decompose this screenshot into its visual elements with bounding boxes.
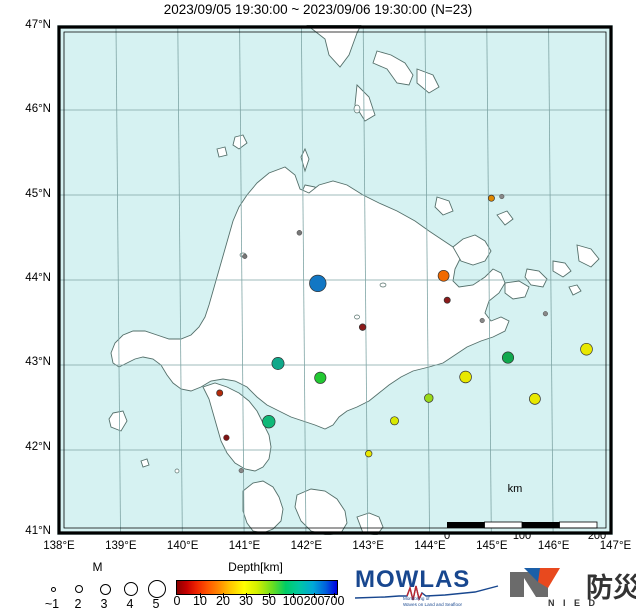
epicenter-marker[interactable] bbox=[542, 311, 548, 317]
depth-legend-tick bbox=[223, 593, 224, 598]
depth-legend: Depth[km] 0 10 20 30 50 100 200 700 bbox=[168, 560, 345, 611]
depth-legend-tick bbox=[293, 593, 294, 598]
magnitude-legend: M ~1 2 3 4 5 bbox=[30, 560, 166, 611]
scale-bar bbox=[447, 521, 598, 529]
epicenter-marker[interactable] bbox=[580, 342, 593, 356]
epicenter-marker[interactable] bbox=[296, 230, 303, 236]
nied-japanese-name: 防災科研 bbox=[586, 573, 636, 604]
epicenter-marker[interactable] bbox=[443, 296, 451, 304]
depth-legend-tick bbox=[246, 593, 247, 598]
map-svg bbox=[57, 25, 613, 535]
y-tick-46n: 46°N bbox=[25, 103, 51, 116]
graticule-grid bbox=[59, 26, 611, 534]
epicenter-marker[interactable] bbox=[424, 393, 434, 403]
epicenter-marker[interactable] bbox=[271, 357, 285, 370]
epicenter-marker[interactable] bbox=[479, 318, 485, 324]
y-tick-43n: 43°N bbox=[25, 356, 51, 369]
depth-legend-label: 700 bbox=[323, 594, 345, 608]
scalebar-tick-100: 100 bbox=[512, 530, 532, 542]
x-tick-147e: 147°E bbox=[599, 540, 632, 552]
depth-legend-tick bbox=[200, 593, 201, 598]
nied-wordmark: N I E D bbox=[548, 598, 599, 608]
mowlas-logo: MOWLAS Monitoring of Waves on Land and S… bbox=[355, 566, 500, 608]
mowlas-tagline: Monitoring of Waves on Land and Seafloor bbox=[403, 596, 462, 607]
map-canvas[interactable]: km 0 100 200 bbox=[57, 25, 613, 542]
depth-legend-label: 100 bbox=[282, 594, 304, 608]
scalebar-unit: km bbox=[507, 483, 523, 495]
epicenter-marker[interactable] bbox=[437, 269, 450, 282]
x-tick-140e: 140°E bbox=[166, 540, 199, 552]
mowlas-tagline-line1: Monitoring of bbox=[403, 596, 430, 601]
depth-color-bar bbox=[176, 580, 338, 595]
depth-legend-label: 10 bbox=[193, 594, 207, 608]
x-tick-143e: 143°E bbox=[352, 540, 384, 552]
x-tick-139e: 139°E bbox=[105, 540, 137, 552]
depth-legend-label: 50 bbox=[262, 594, 276, 608]
page-title: 2023/09/05 19:30:00 ~ 2023/09/06 19:30:0… bbox=[163, 2, 473, 17]
x-tick-144e: 144°E bbox=[414, 540, 446, 552]
epicenter-marker[interactable] bbox=[314, 371, 327, 384]
mowlas-waveform-icon bbox=[355, 585, 499, 602]
epicenter-marker[interactable] bbox=[262, 415, 276, 429]
magnitude-legend-circle bbox=[50, 586, 56, 592]
magnitude-legend-label: ~1 bbox=[44, 597, 60, 611]
y-tick-44n: 44°N bbox=[25, 272, 51, 284]
magnitude-legend-circle bbox=[99, 583, 111, 595]
x-tick-138e: 138°E bbox=[43, 540, 75, 552]
magnitude-legend-circle bbox=[75, 585, 83, 593]
y-tick-47n: 47°N bbox=[25, 19, 51, 31]
nied-mark-icon bbox=[510, 568, 560, 597]
depth-legend-tick bbox=[334, 593, 335, 598]
magnitude-legend-title: M bbox=[92, 560, 103, 574]
depth-legend-label: 30 bbox=[239, 594, 253, 608]
depth-legend-tick bbox=[269, 593, 270, 598]
epicenter-marker[interactable] bbox=[223, 434, 230, 441]
magnitude-legend-label: 2 bbox=[74, 597, 82, 611]
magnitude-legend-label: 4 bbox=[126, 597, 134, 611]
scalebar-tick-0: 0 bbox=[443, 530, 451, 542]
epicenter-marker[interactable] bbox=[358, 323, 367, 331]
x-tick-142e: 142°E bbox=[290, 540, 323, 552]
x-tick-145e: 145°E bbox=[476, 540, 508, 552]
depth-legend-label: 200 bbox=[303, 594, 325, 608]
x-tick-141e: 141°E bbox=[228, 540, 261, 552]
epicenter-marker[interactable] bbox=[487, 194, 495, 202]
depth-legend-title: Depth[km] bbox=[228, 560, 283, 574]
epicenter-marker[interactable] bbox=[238, 468, 244, 474]
epicenter-marker[interactable] bbox=[390, 416, 399, 426]
depth-legend-tick bbox=[314, 593, 315, 598]
mowlas-tagline-line2: Waves on Land and Seafloor bbox=[403, 601, 463, 607]
epicenter-marker[interactable] bbox=[501, 351, 515, 364]
y-tick-41n: 41°N bbox=[25, 525, 51, 537]
depth-legend-label: 0 bbox=[173, 594, 181, 608]
epicenter-marker[interactable] bbox=[309, 274, 327, 293]
epicenter-marker[interactable] bbox=[459, 370, 472, 384]
epicenter-markers[interactable] bbox=[216, 193, 593, 474]
epicenter-marker[interactable] bbox=[365, 450, 373, 458]
y-tick-42n: 42°N bbox=[25, 440, 51, 453]
epicenter-marker[interactable] bbox=[529, 393, 541, 405]
epicenter-marker[interactable] bbox=[499, 193, 505, 199]
scalebar-tick-200: 200 bbox=[587, 530, 607, 542]
map-frame-inner bbox=[63, 31, 607, 529]
magnitude-legend-circle bbox=[123, 581, 139, 597]
x-tick-146e: 146°E bbox=[537, 540, 570, 552]
nied-logo: N I E D 防災科研 bbox=[508, 566, 636, 608]
mowlas-wordmark: MOWLAS bbox=[355, 566, 471, 593]
epicenter-marker[interactable] bbox=[242, 253, 248, 259]
magnitude-legend-label: 3 bbox=[100, 597, 108, 611]
map-frame bbox=[57, 25, 613, 535]
y-tick-45n: 45°N bbox=[25, 187, 51, 200]
depth-legend-label: 20 bbox=[216, 594, 230, 608]
epicenter-marker[interactable] bbox=[216, 389, 224, 397]
magnitude-legend-circle bbox=[148, 580, 166, 598]
magnitude-legend-label: 5 bbox=[152, 597, 160, 611]
land-polygons bbox=[108, 25, 600, 535]
